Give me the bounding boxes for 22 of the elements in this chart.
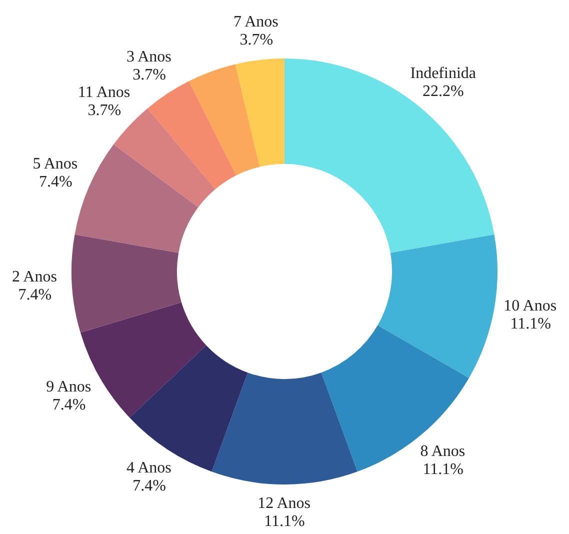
data-label: 11.1% xyxy=(422,461,464,478)
slice-label: 2 Anos xyxy=(12,268,57,286)
data-label: 3.7% xyxy=(132,66,166,84)
data-label: 7.4% xyxy=(52,396,86,414)
data-label: 22.2% xyxy=(422,82,464,100)
slice-label: 5 Anos xyxy=(32,155,78,172)
data-label: 7.4% xyxy=(38,173,72,190)
data-label: 7.4% xyxy=(18,286,52,304)
slice-label: 10 Anos xyxy=(504,297,557,314)
data-label: 11.1% xyxy=(510,315,551,332)
data-label: 3.7% xyxy=(88,102,122,120)
slice-label: 7 Anos xyxy=(234,14,278,31)
slice-label: 4 Anos xyxy=(126,459,172,476)
data-label: 3.7% xyxy=(240,32,274,49)
slice-label: 9 Anos xyxy=(46,378,92,396)
data-label: 7.4% xyxy=(132,477,166,494)
slice-label: 3 Anos xyxy=(126,48,172,66)
data-label: 11.1% xyxy=(264,513,305,530)
slice-label: 11 Anos xyxy=(78,84,130,102)
slice-label: 8 Anos xyxy=(420,443,466,460)
slice-label: 12 Anos xyxy=(258,495,311,512)
slice-label: Indefinida xyxy=(410,64,476,82)
